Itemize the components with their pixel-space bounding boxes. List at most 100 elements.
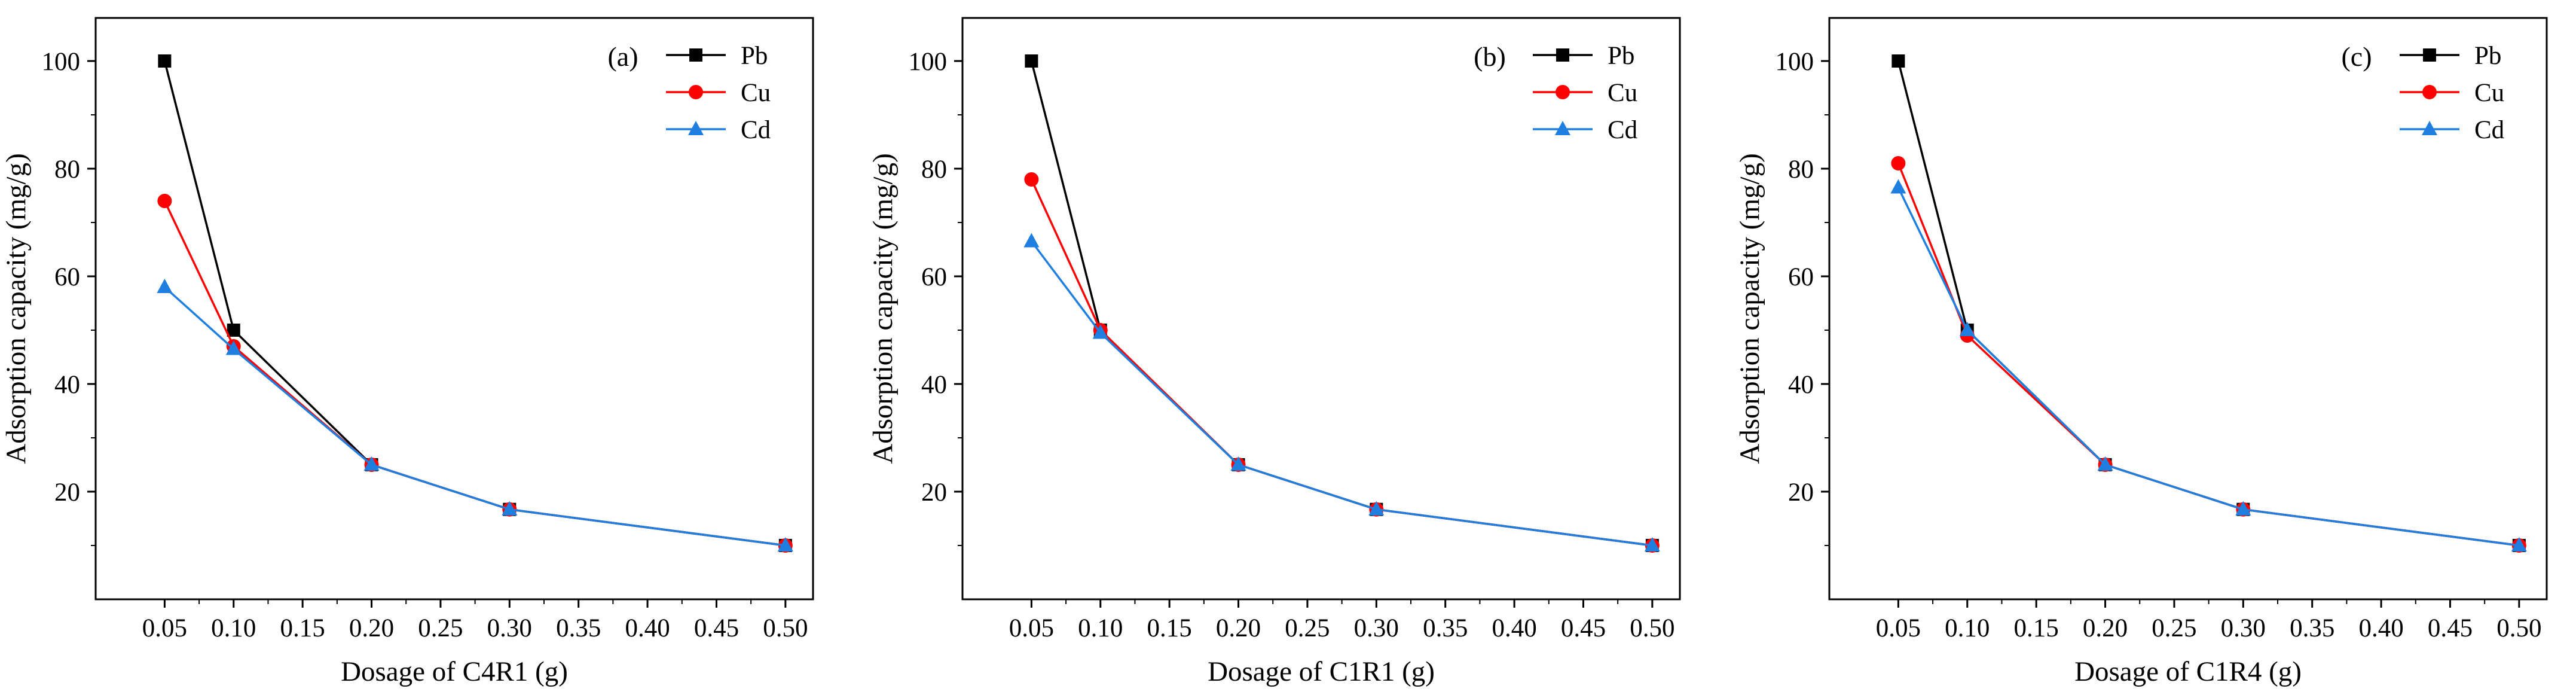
legend-marker-cd: [1555, 121, 1570, 135]
data-point-cd: [157, 279, 173, 293]
chart-panel-b: 0.05 0.10 0.15 0.20 0.25 0.30 0.35 0.40 0.45 0.50…: [867, 17, 1681, 687]
x-tick-label: 0.35: [556, 614, 601, 642]
panel-label: (a): [607, 41, 638, 72]
y-tick-label: 40: [54, 371, 80, 399]
panel-label: (b): [1474, 41, 1506, 72]
y-tick-label: 60: [54, 263, 80, 291]
x-tick-label: 0.50: [763, 614, 808, 642]
x-tick-label: 0.05: [1876, 614, 1921, 642]
data-point-pb: [1025, 54, 1038, 68]
data-point-cd: [2235, 501, 2251, 516]
y-tick-label: 40: [1788, 371, 1814, 399]
series-line-cu: [163, 200, 786, 547]
plot-frame: [961, 17, 1681, 600]
x-tick-label: 0.50: [1630, 614, 1674, 642]
data-point-cu: [1891, 156, 1906, 170]
x-tick-label: 0.40: [625, 614, 670, 642]
data-point-cd: [225, 340, 242, 355]
legend-marker-cd: [2422, 121, 2437, 135]
legend-label-cu: Cu: [741, 79, 771, 107]
x-tick-label: 0.10: [1945, 614, 1990, 642]
y-axis-title: Adsorption capacity (mg/g): [1734, 153, 1765, 464]
y-axis-title: Adsorption capacity (mg/g): [867, 153, 899, 464]
legend-marker-pb: [1556, 48, 1569, 62]
data-point-cd: [777, 537, 793, 551]
x-tick-label: 0.45: [1561, 614, 1606, 642]
x-tick-label: 0.15: [2014, 614, 2059, 642]
chart-panel-c: 0.05 0.10 0.15 0.20 0.25 0.30 0.35 0.40 0.45 0.50…: [1734, 17, 2548, 687]
legend-label-pb: Pb: [741, 42, 768, 70]
series-line-cd: [164, 286, 786, 547]
legend-label-cd: Cd: [2474, 116, 2504, 144]
legend-label-pb: Pb: [1608, 42, 1634, 70]
x-tick-label: 0.25: [2152, 614, 2196, 642]
data-point-cd: [1092, 324, 1108, 339]
x-tick-label: 0.20: [2083, 614, 2128, 642]
x-tick-label: 0.30: [2221, 614, 2266, 642]
x-tick-label: 0.25: [1285, 614, 1330, 642]
x-tick-label: 0.20: [1216, 614, 1261, 642]
legend-marker-pb: [689, 48, 702, 62]
x-tick-label: 0.20: [349, 614, 394, 642]
x-tick-label: 0.05: [1009, 614, 1054, 642]
data-point-cd: [363, 456, 380, 471]
x-axis-title: Dosage of C1R4 (g): [2074, 656, 2302, 687]
x-tick-label: 0.35: [2290, 614, 2334, 642]
y-tick-label: 80: [1788, 156, 1814, 184]
data-point-cd: [502, 501, 518, 516]
y-tick-label: 60: [1788, 263, 1814, 291]
y-tick-label: 40: [921, 371, 947, 399]
legend-marker-cu: [1556, 85, 1570, 99]
data-point-cd: [1230, 456, 1246, 471]
x-axis-title: Dosage of C4R1 (g): [341, 656, 568, 687]
legend-label-cu: Cu: [2474, 79, 2504, 107]
y-tick-label: 100: [1776, 48, 1814, 76]
x-tick-label: 0.45: [694, 614, 739, 642]
y-tick-label: 20: [921, 478, 947, 507]
data-point-cd: [1368, 501, 1385, 516]
legend-label-cd: Cd: [741, 116, 771, 144]
x-tick-label: 0.50: [2496, 614, 2541, 642]
y-tick-label: 80: [54, 156, 80, 184]
data-point-cd: [2097, 456, 2113, 471]
legend-marker-cu: [2422, 85, 2437, 99]
data-point-pb: [1891, 54, 1905, 68]
panel-label: (c): [2341, 41, 2372, 72]
x-tick-label: 0.25: [418, 614, 463, 642]
x-tick-label: 0.10: [1078, 614, 1123, 642]
y-axis-title: Adsorption capacity (mg/g): [1, 153, 32, 464]
series-line-cd: [1897, 187, 2520, 547]
data-point-cd: [1023, 233, 1040, 248]
legend-marker-cu: [689, 85, 703, 99]
x-tick-label: 0.40: [2358, 614, 2403, 642]
data-point-cu: [1024, 172, 1039, 187]
y-tick-label: 100: [909, 48, 948, 76]
x-tick-label: 0.45: [2428, 614, 2473, 642]
legend-marker-pb: [2423, 48, 2436, 62]
data-point-cu: [157, 194, 172, 208]
data-point-cd: [1959, 322, 1975, 336]
y-tick-label: 20: [1788, 478, 1814, 507]
plot-frame: [1828, 17, 2548, 600]
chart-panel-a: 0.05 0.10 0.15 0.20 0.25 0.30 0.35 0.40 0.45 0.50…: [1, 17, 814, 687]
x-tick-label: 0.15: [280, 614, 325, 642]
x-tick-label: 0.30: [487, 614, 532, 642]
x-tick-label: 0.10: [211, 614, 256, 642]
y-tick-label: 20: [54, 478, 80, 507]
legend-label-cd: Cd: [1608, 116, 1637, 144]
y-tick-label: 80: [921, 156, 947, 184]
data-point-pb: [227, 324, 240, 337]
data-point-pb: [158, 54, 172, 68]
x-tick-label: 0.35: [1423, 614, 1468, 642]
data-point-cd: [1644, 537, 1660, 551]
legend-marker-cd: [688, 121, 704, 135]
data-point-cd: [2511, 537, 2527, 551]
series-line-cd: [1030, 240, 1653, 547]
series-line-cu: [1030, 179, 1653, 547]
legend-label-pb: Pb: [2474, 42, 2501, 70]
y-tick-label: 60: [921, 263, 947, 291]
y-tick-label: 100: [42, 48, 81, 76]
plot-frame: [94, 17, 814, 600]
data-point-cd: [1890, 179, 1906, 194]
